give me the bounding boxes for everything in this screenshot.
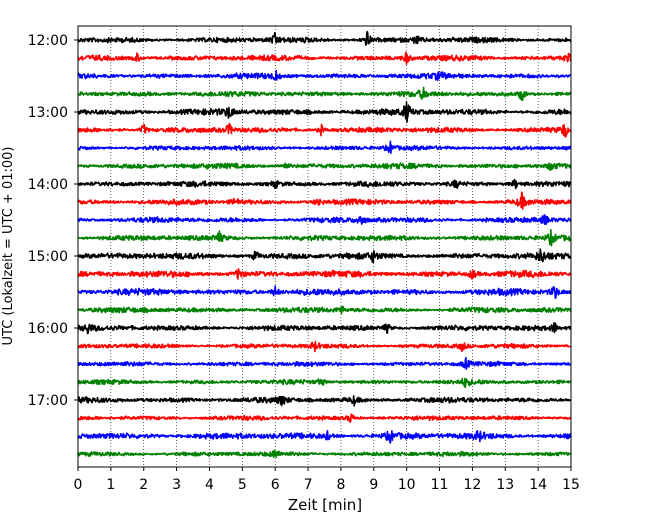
trace-1745 bbox=[77, 449, 572, 459]
trace-1315 bbox=[77, 122, 572, 138]
y-tick-label: 17:00 bbox=[28, 393, 68, 409]
y-tick-label: 16:00 bbox=[28, 321, 68, 337]
trace-1600 bbox=[77, 322, 572, 335]
trace-1300 bbox=[77, 101, 572, 123]
x-tick-label: 9 bbox=[369, 477, 378, 493]
trace-1515 bbox=[77, 268, 572, 280]
x-tick-label: 12 bbox=[463, 477, 481, 493]
trace-1730 bbox=[77, 430, 572, 444]
x-tick-label: 11 bbox=[431, 477, 449, 493]
trace-1245 bbox=[77, 86, 572, 101]
traces bbox=[77, 30, 572, 459]
trace-1230 bbox=[77, 69, 572, 82]
trace-1645 bbox=[77, 377, 572, 389]
y-tick-label: 14:00 bbox=[28, 177, 68, 193]
x-tick-label: 2 bbox=[139, 477, 148, 493]
y-tick-label: 15:00 bbox=[28, 249, 68, 265]
trace-1330 bbox=[77, 140, 572, 154]
x-axis-label: Zeit [min] bbox=[288, 496, 362, 514]
x-tick-label: 7 bbox=[304, 477, 313, 493]
y-tick-label: 12:00 bbox=[28, 33, 68, 49]
x-ticks: 0 1 2 3 4 5 6 7 8 9 10 11 12 13 14 15 bbox=[74, 467, 580, 493]
trace-1345 bbox=[77, 162, 572, 171]
trace-1200 bbox=[77, 30, 572, 46]
x-tick-label: 0 bbox=[74, 477, 83, 493]
y-tick-label: 13:00 bbox=[28, 105, 68, 121]
x-tick-label: 4 bbox=[205, 477, 214, 493]
x-tick-label: 14 bbox=[529, 477, 547, 493]
y-axis-label: UTC (Lokalzeit = UTC + 01:00) bbox=[1, 147, 16, 346]
trace-1430 bbox=[77, 214, 572, 225]
x-tick-label: 10 bbox=[398, 477, 416, 493]
trace-1700 bbox=[77, 395, 572, 407]
trace-1530 bbox=[77, 285, 572, 299]
trace-1615 bbox=[77, 340, 572, 353]
trace-1415 bbox=[77, 191, 572, 210]
x-tick-label: 8 bbox=[336, 477, 345, 493]
x-tick-label: 1 bbox=[106, 477, 115, 493]
x-tick-label: 13 bbox=[496, 477, 514, 493]
x-tick-label: 3 bbox=[172, 477, 181, 493]
plot-frame bbox=[77, 25, 572, 468]
x-tick-label: 15 bbox=[562, 477, 580, 493]
trace-1545 bbox=[77, 305, 572, 315]
trace-1500 bbox=[77, 248, 572, 264]
trace-1630 bbox=[77, 356, 572, 370]
y-ticks: 12:00 13:00 14:00 15:00 16:00 17:00 bbox=[28, 33, 78, 409]
trace-1215 bbox=[77, 51, 572, 65]
trace-1445 bbox=[77, 229, 572, 247]
trace-1400 bbox=[77, 178, 572, 190]
x-tick-label: 6 bbox=[271, 477, 280, 493]
trace-1715 bbox=[77, 413, 572, 423]
x-tick-label: 5 bbox=[238, 477, 247, 493]
